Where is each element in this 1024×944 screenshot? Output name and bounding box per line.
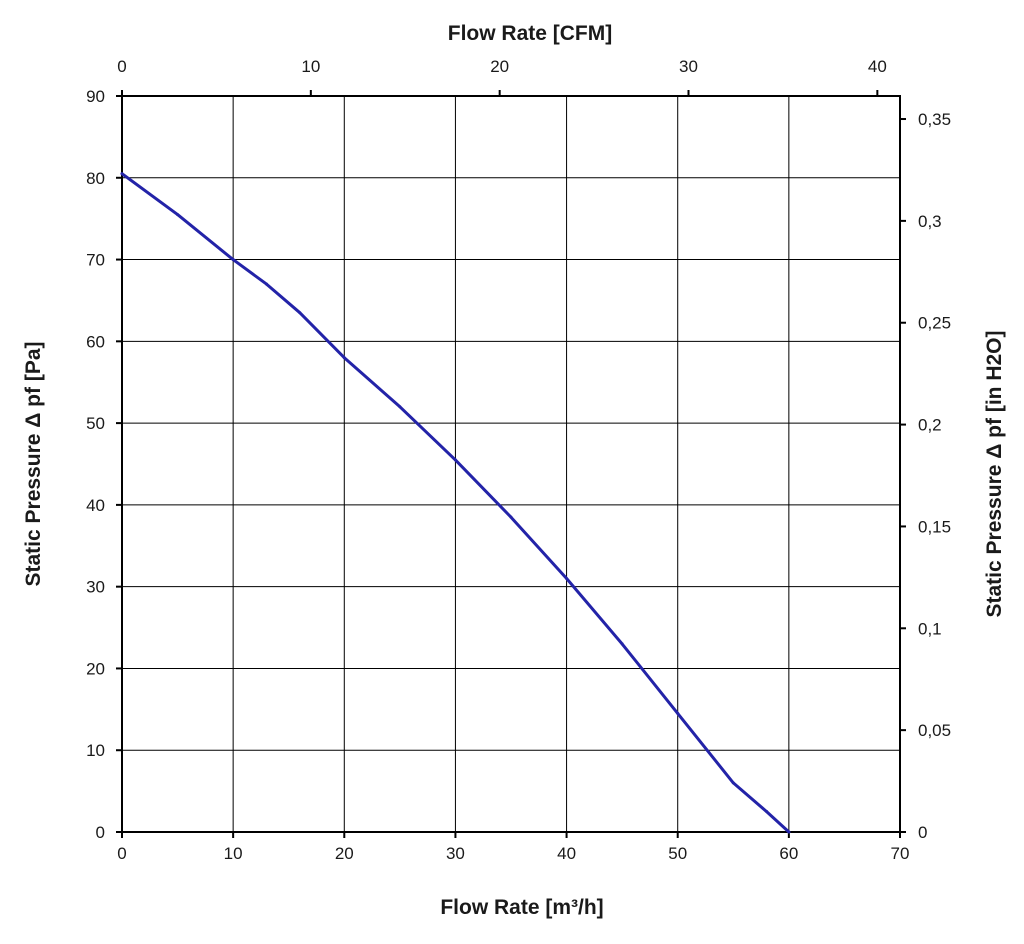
y-tick-label: 30 — [86, 578, 105, 597]
data-point — [787, 830, 791, 834]
data-point — [176, 213, 180, 217]
data-point — [398, 405, 402, 409]
y-tick-label: 80 — [86, 169, 105, 188]
data-point — [509, 515, 513, 519]
data-point — [620, 642, 624, 646]
x-tick-label: 70 — [891, 844, 910, 863]
x-tick-label: 10 — [224, 844, 243, 863]
x-tick-label: 60 — [779, 844, 798, 863]
x2-tick-label: 30 — [679, 57, 698, 76]
data-point — [731, 781, 735, 785]
x2-tick-label: 40 — [868, 57, 887, 76]
y2-tick-label: 0,05 — [918, 721, 951, 740]
y2-tick-label: 0,1 — [918, 619, 942, 638]
y-axis-title: Static Pressure Δ pf [Pa] — [22, 341, 45, 586]
y-tick-label: 90 — [86, 87, 105, 106]
x2-axis-title: Flow Rate [CFM] — [448, 22, 612, 45]
x-tick-label: 40 — [557, 844, 576, 863]
data-point — [342, 356, 346, 360]
y-tick-label: 20 — [86, 659, 105, 678]
y-tick-label: 70 — [86, 251, 105, 270]
x-tick-label: 20 — [335, 844, 354, 863]
data-point — [298, 311, 302, 315]
x2-tick-label: 0 — [117, 57, 126, 76]
x-tick-label: 30 — [446, 844, 465, 863]
tick-layer: 0 10 20 30 40 50 60 70 0 10 20 30 40 50 60 70 80 90 0 10 20 3… — [86, 57, 951, 863]
x-tick-label: 0 — [117, 844, 126, 863]
y2-tick-label: 0 — [918, 823, 927, 842]
y2-tick-label: 0,3 — [918, 212, 942, 231]
y-tick-label: 0 — [96, 823, 105, 842]
plot-frame — [121, 95, 901, 833]
x-axis-title: Flow Rate [m³/h] — [440, 896, 603, 919]
data-point — [676, 711, 680, 715]
data-point — [264, 282, 268, 286]
y2-tick-label: 0,35 — [918, 110, 951, 129]
y2-tick-label: 0,2 — [918, 416, 942, 435]
data-point — [120, 172, 124, 176]
grid-layer — [121, 95, 901, 833]
y2-axis-title: Static Pressure Δ pf [in H2O] — [983, 331, 1006, 618]
series-layer — [120, 172, 791, 834]
data-point — [565, 576, 569, 580]
data-point — [453, 458, 457, 462]
y2-tick-label: 0,15 — [918, 517, 951, 536]
y-tick-label: 50 — [86, 414, 105, 433]
y-tick-label: 10 — [86, 741, 105, 760]
x2-tick-label: 20 — [490, 57, 509, 76]
y2-tick-label: 0,25 — [918, 314, 951, 333]
x-tick-label: 50 — [668, 844, 687, 863]
y-tick-label: 60 — [86, 332, 105, 351]
data-point — [231, 258, 235, 262]
y-tick-label: 40 — [86, 496, 105, 515]
x2-tick-label: 10 — [301, 57, 320, 76]
data-point — [765, 810, 769, 814]
